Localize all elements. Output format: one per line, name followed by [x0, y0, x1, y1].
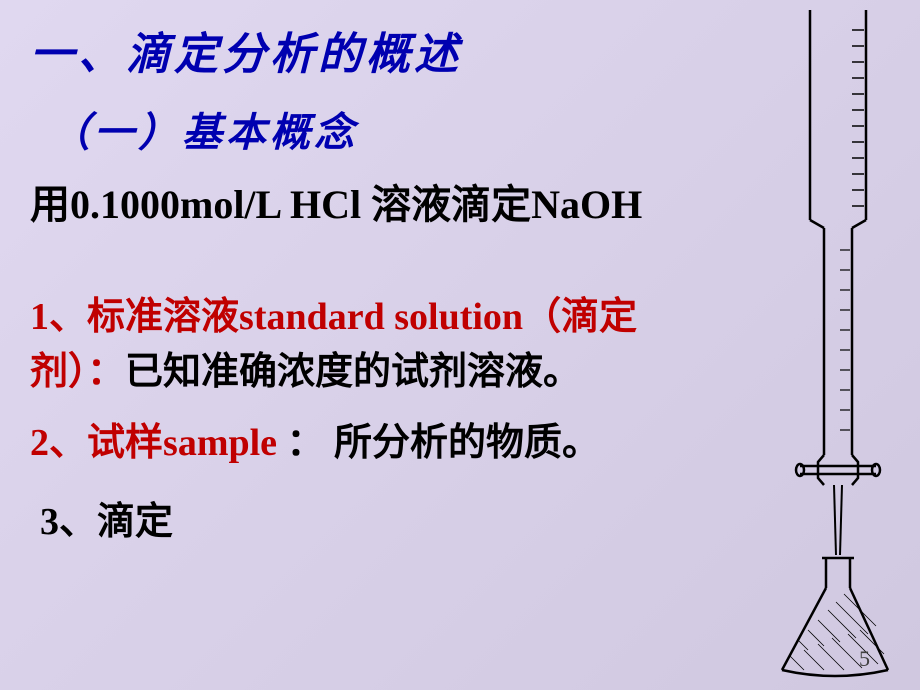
example-line: 用0.1000mol/L HCl 溶液滴定NaOH [30, 180, 730, 230]
def2-number: 2、 [30, 422, 87, 464]
def1-body: 已知准确浓度的试剂溶液。 [125, 351, 581, 393]
def1-term: 标准溶液 [87, 296, 239, 338]
def1-english: standard solution [239, 296, 523, 338]
heading-level-1: 一、滴定分析的概述 [30, 18, 730, 82]
example-middle: 溶液滴定 [371, 182, 531, 227]
example-value: 0.1000mol/L HCl [70, 182, 371, 227]
def2-english: sample [163, 422, 287, 464]
burette-diagram [760, 10, 890, 680]
def3-term: 滴定 [97, 501, 173, 543]
example-target: NaOH [531, 182, 642, 227]
page-number: 5 [859, 646, 870, 672]
slide-content: 一、滴定分析的概述 （一）基本概念 用0.1000mol/L HCl 溶液滴定N… [0, 0, 760, 550]
def2-term: 试样 [87, 422, 163, 464]
definition-2: 2、试样sample ： 所分析的物质。 [30, 416, 730, 471]
definition-3: 3、滴定 [40, 495, 730, 550]
definition-1: 1、标准溶液standard solution（滴定剂）：已知准确浓度的试剂溶液… [30, 290, 730, 400]
def1-number: 1、 [30, 296, 87, 338]
def2-colon: ： [287, 422, 325, 464]
heading-level-2: （一）基本概念 [50, 100, 730, 158]
def2-body: 所分析的物质。 [325, 422, 601, 464]
example-prefix: 用 [30, 182, 70, 227]
def3-number: 3、 [40, 501, 97, 543]
